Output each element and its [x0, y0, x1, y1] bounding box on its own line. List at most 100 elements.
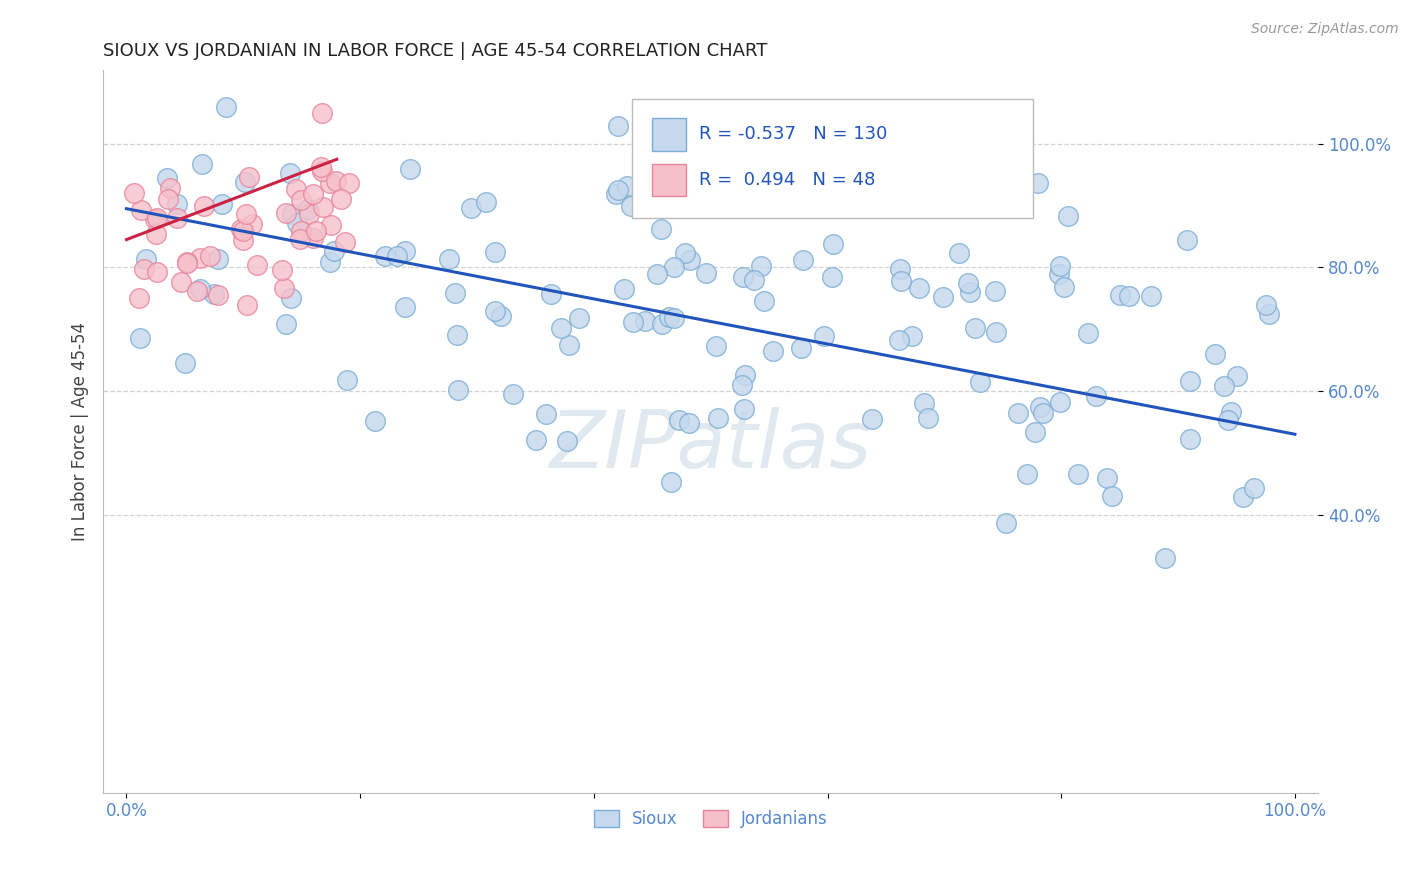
Point: [890, 274, 912, 288]
Point: [211, 197, 233, 211]
Point: [1180, 375, 1202, 389]
Point: [1024, 425, 1046, 439]
FancyBboxPatch shape: [652, 118, 686, 151]
Point: [176, 255, 198, 269]
Point: [830, 169, 852, 184]
Point: [207, 252, 229, 266]
Point: [742, 273, 765, 287]
Point: [1047, 267, 1070, 281]
Y-axis label: In Labor Force | Age 45-54: In Labor Force | Age 45-54: [72, 322, 89, 541]
FancyBboxPatch shape: [652, 163, 686, 196]
Point: [659, 475, 682, 490]
Point: [174, 356, 197, 370]
Point: [437, 252, 460, 266]
Point: [325, 174, 347, 188]
Point: [1220, 405, 1243, 419]
Point: [969, 375, 991, 389]
Text: R = -0.537   N = 130: R = -0.537 N = 130: [699, 125, 887, 143]
Point: [311, 164, 333, 178]
Point: [305, 224, 328, 238]
Point: [191, 157, 214, 171]
Point: [1243, 481, 1265, 495]
Point: [484, 244, 506, 259]
Point: [364, 413, 387, 427]
Point: [620, 199, 643, 213]
Point: [302, 187, 325, 202]
Point: [901, 328, 924, 343]
Point: [129, 203, 152, 218]
Point: [792, 253, 814, 268]
Point: [1232, 491, 1254, 505]
Point: [169, 275, 191, 289]
Point: [200, 249, 222, 263]
Point: [387, 249, 409, 263]
Point: [236, 298, 259, 312]
Point: [1007, 406, 1029, 420]
Point: [1153, 550, 1175, 565]
Point: [285, 216, 308, 230]
Point: [311, 106, 333, 120]
Point: [733, 401, 755, 416]
Point: [240, 217, 263, 231]
Point: [734, 368, 756, 383]
Point: [731, 377, 754, 392]
Point: [887, 333, 910, 347]
Point: [323, 244, 346, 259]
Point: [474, 195, 496, 210]
Point: [128, 331, 150, 345]
Point: [146, 211, 169, 225]
Point: [318, 255, 340, 269]
Point: [188, 282, 211, 296]
Point: [233, 175, 256, 189]
Point: [1140, 289, 1163, 303]
Point: [190, 251, 212, 265]
Point: [956, 277, 979, 291]
Point: [284, 182, 307, 196]
Point: [912, 396, 935, 410]
Point: [821, 269, 844, 284]
Point: [166, 211, 188, 226]
Point: [446, 328, 468, 343]
Point: [460, 201, 482, 215]
Point: [156, 192, 179, 206]
Point: [1118, 289, 1140, 303]
Point: [621, 315, 644, 329]
Text: SIOUX VS JORDANIAN IN LABOR FORCE | AGE 45-54 CORRELATION CHART: SIOUX VS JORDANIAN IN LABOR FORCE | AGE …: [103, 42, 768, 60]
Point: [215, 100, 238, 114]
Point: [1057, 209, 1080, 223]
Point: [319, 176, 342, 190]
Point: [204, 286, 226, 301]
Point: [1067, 467, 1090, 481]
Point: [1053, 280, 1076, 294]
Point: [1029, 400, 1052, 414]
Point: [1097, 470, 1119, 484]
Point: [706, 339, 728, 353]
Point: [1213, 379, 1236, 393]
Point: [568, 311, 591, 326]
Point: [444, 285, 467, 300]
Point: [399, 162, 422, 177]
Point: [193, 199, 215, 213]
Point: [447, 383, 470, 397]
Text: ZIPatlas: ZIPatlas: [550, 407, 872, 484]
Point: [668, 413, 690, 427]
Point: [762, 343, 785, 358]
Text: R =  0.494   N = 48: R = 0.494 N = 48: [699, 170, 875, 188]
Point: [616, 178, 638, 193]
Text: Source: ZipAtlas.com: Source: ZipAtlas.com: [1251, 22, 1399, 37]
Point: [662, 311, 685, 326]
Point: [394, 301, 416, 315]
Point: [278, 166, 301, 180]
Point: [695, 267, 717, 281]
Point: [186, 284, 208, 298]
Point: [821, 236, 844, 251]
Point: [290, 193, 312, 207]
Point: [374, 249, 396, 263]
Point: [394, 244, 416, 258]
FancyBboxPatch shape: [631, 99, 1033, 218]
Point: [238, 169, 260, 184]
Point: [143, 211, 166, 226]
Point: [176, 256, 198, 270]
Point: [1028, 176, 1050, 190]
Point: [229, 222, 252, 236]
